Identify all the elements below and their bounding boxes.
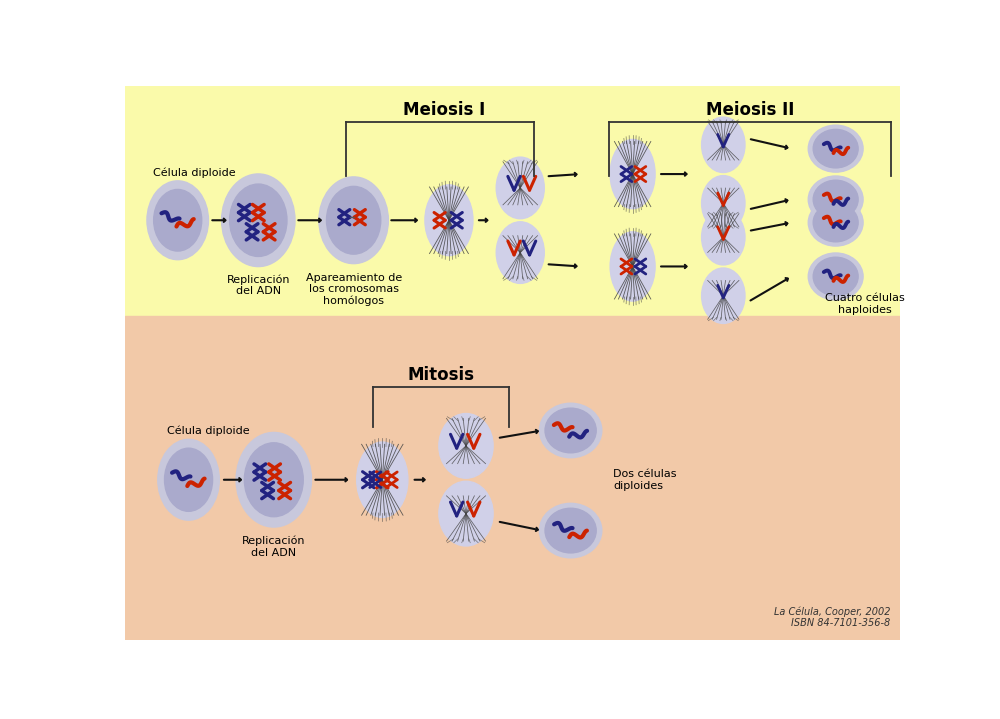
Ellipse shape (439, 413, 493, 478)
Text: Dos células
diploides: Dos células diploides (613, 469, 677, 490)
Ellipse shape (357, 442, 408, 518)
Text: Célula diploide: Célula diploide (153, 168, 236, 178)
Ellipse shape (439, 481, 493, 546)
Ellipse shape (808, 199, 863, 246)
Ellipse shape (813, 203, 858, 242)
Ellipse shape (326, 186, 381, 254)
Ellipse shape (244, 443, 303, 517)
Text: Replicación
del ADN: Replicación del ADN (227, 274, 290, 296)
Ellipse shape (808, 125, 863, 172)
Ellipse shape (165, 448, 213, 511)
Ellipse shape (539, 403, 602, 458)
Text: Célula diploide: Célula diploide (167, 426, 249, 436)
Text: Meiosis I: Meiosis I (403, 101, 485, 119)
Text: Apareamiento de
los cromosomas
homólogos: Apareamiento de los cromosomas homólogos (306, 273, 402, 306)
Text: La Célula, Cooper, 2002
ISBN 84-7101-356-8: La Célula, Cooper, 2002 ISBN 84-7101-356… (774, 606, 891, 628)
Ellipse shape (147, 181, 208, 260)
Ellipse shape (496, 221, 544, 283)
Ellipse shape (496, 157, 544, 219)
Bar (125, 316, 900, 640)
Ellipse shape (813, 129, 858, 168)
Ellipse shape (425, 185, 473, 256)
Ellipse shape (702, 268, 745, 324)
Ellipse shape (545, 408, 596, 453)
Ellipse shape (702, 175, 745, 231)
Ellipse shape (813, 180, 858, 219)
Ellipse shape (545, 508, 596, 553)
Ellipse shape (702, 117, 745, 173)
Ellipse shape (539, 503, 602, 558)
Ellipse shape (702, 209, 745, 265)
Ellipse shape (610, 139, 655, 209)
Ellipse shape (236, 432, 311, 527)
Ellipse shape (158, 439, 219, 520)
Ellipse shape (808, 253, 863, 300)
Ellipse shape (808, 176, 863, 223)
Text: Mitosis: Mitosis (407, 365, 474, 383)
Ellipse shape (230, 184, 287, 257)
Text: Cuatro células
haploides: Cuatro células haploides (825, 293, 905, 315)
Ellipse shape (222, 174, 295, 267)
Ellipse shape (319, 177, 388, 264)
Bar (125, 86, 900, 316)
Text: Meiosis II: Meiosis II (706, 101, 794, 119)
Ellipse shape (813, 257, 858, 296)
Text: Replicación
del ADN: Replicación del ADN (242, 536, 306, 558)
Ellipse shape (154, 190, 202, 251)
Ellipse shape (610, 232, 655, 301)
